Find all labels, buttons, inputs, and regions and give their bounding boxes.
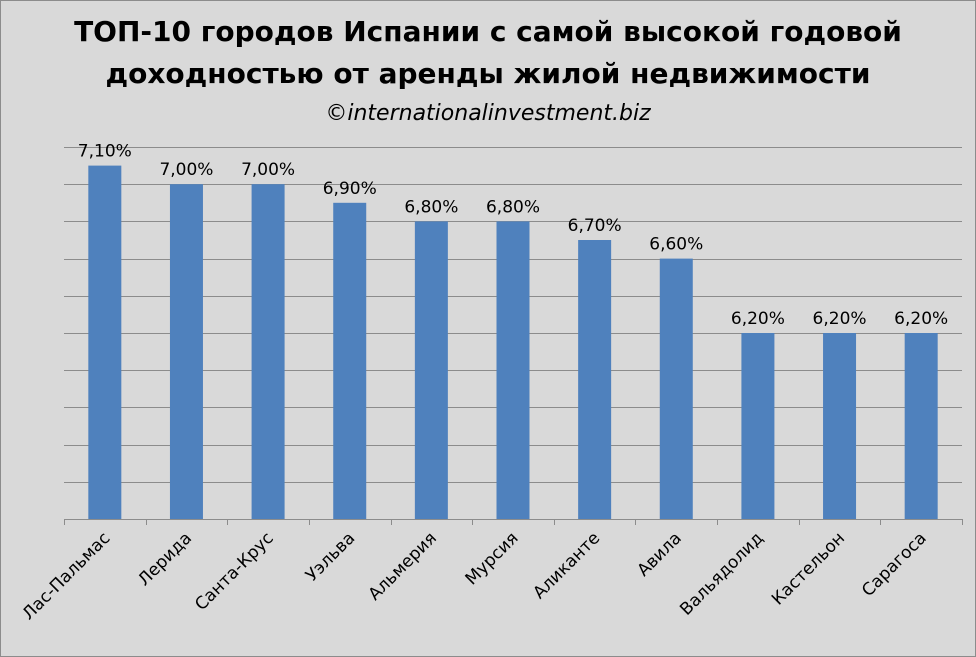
data-label: 6,80% [486, 197, 540, 217]
category-label: Санта-Крус [191, 528, 277, 614]
category-label: Лерида [134, 528, 196, 590]
category-label: Сарагоса [858, 528, 931, 601]
bar [904, 333, 938, 519]
bar [496, 221, 530, 519]
data-label: 6,80% [404, 197, 458, 217]
bar [414, 221, 448, 519]
bar [169, 184, 203, 519]
data-label: 6,20% [894, 309, 948, 329]
data-label: 6,20% [731, 309, 785, 329]
category-label: Кастельон [768, 528, 849, 609]
data-label: 7,00% [241, 160, 295, 180]
bar [659, 258, 693, 519]
category-label: Уэльва [302, 528, 359, 585]
bar [251, 184, 285, 519]
data-label: 7,00% [159, 160, 213, 180]
category-label: Авила [633, 528, 685, 580]
chart-title-line-2: доходностью от аренды жилой недвижимости [105, 57, 871, 90]
bar [88, 165, 122, 519]
category-label: Лас-Пальмас [19, 528, 115, 624]
chart-title-line-1: ТОП-10 городов Испании с самой высокой г… [74, 15, 902, 48]
bar [578, 240, 612, 519]
category-label: Аликанте [529, 528, 604, 603]
data-label: 6,90% [323, 179, 377, 199]
category-label: Вальядолид [676, 528, 767, 619]
bar [741, 333, 775, 519]
data-label: 6,70% [568, 216, 622, 236]
category-label: Альмерия [365, 528, 441, 604]
data-label: 6,60% [649, 235, 703, 255]
chart-subtitle: ©internationalinvestment.biz [325, 101, 651, 126]
bar [333, 202, 367, 520]
data-label: 7,10% [78, 142, 132, 162]
category-label: Мурсия [462, 528, 523, 589]
bar [823, 333, 857, 519]
data-label: 6,20% [813, 309, 867, 329]
